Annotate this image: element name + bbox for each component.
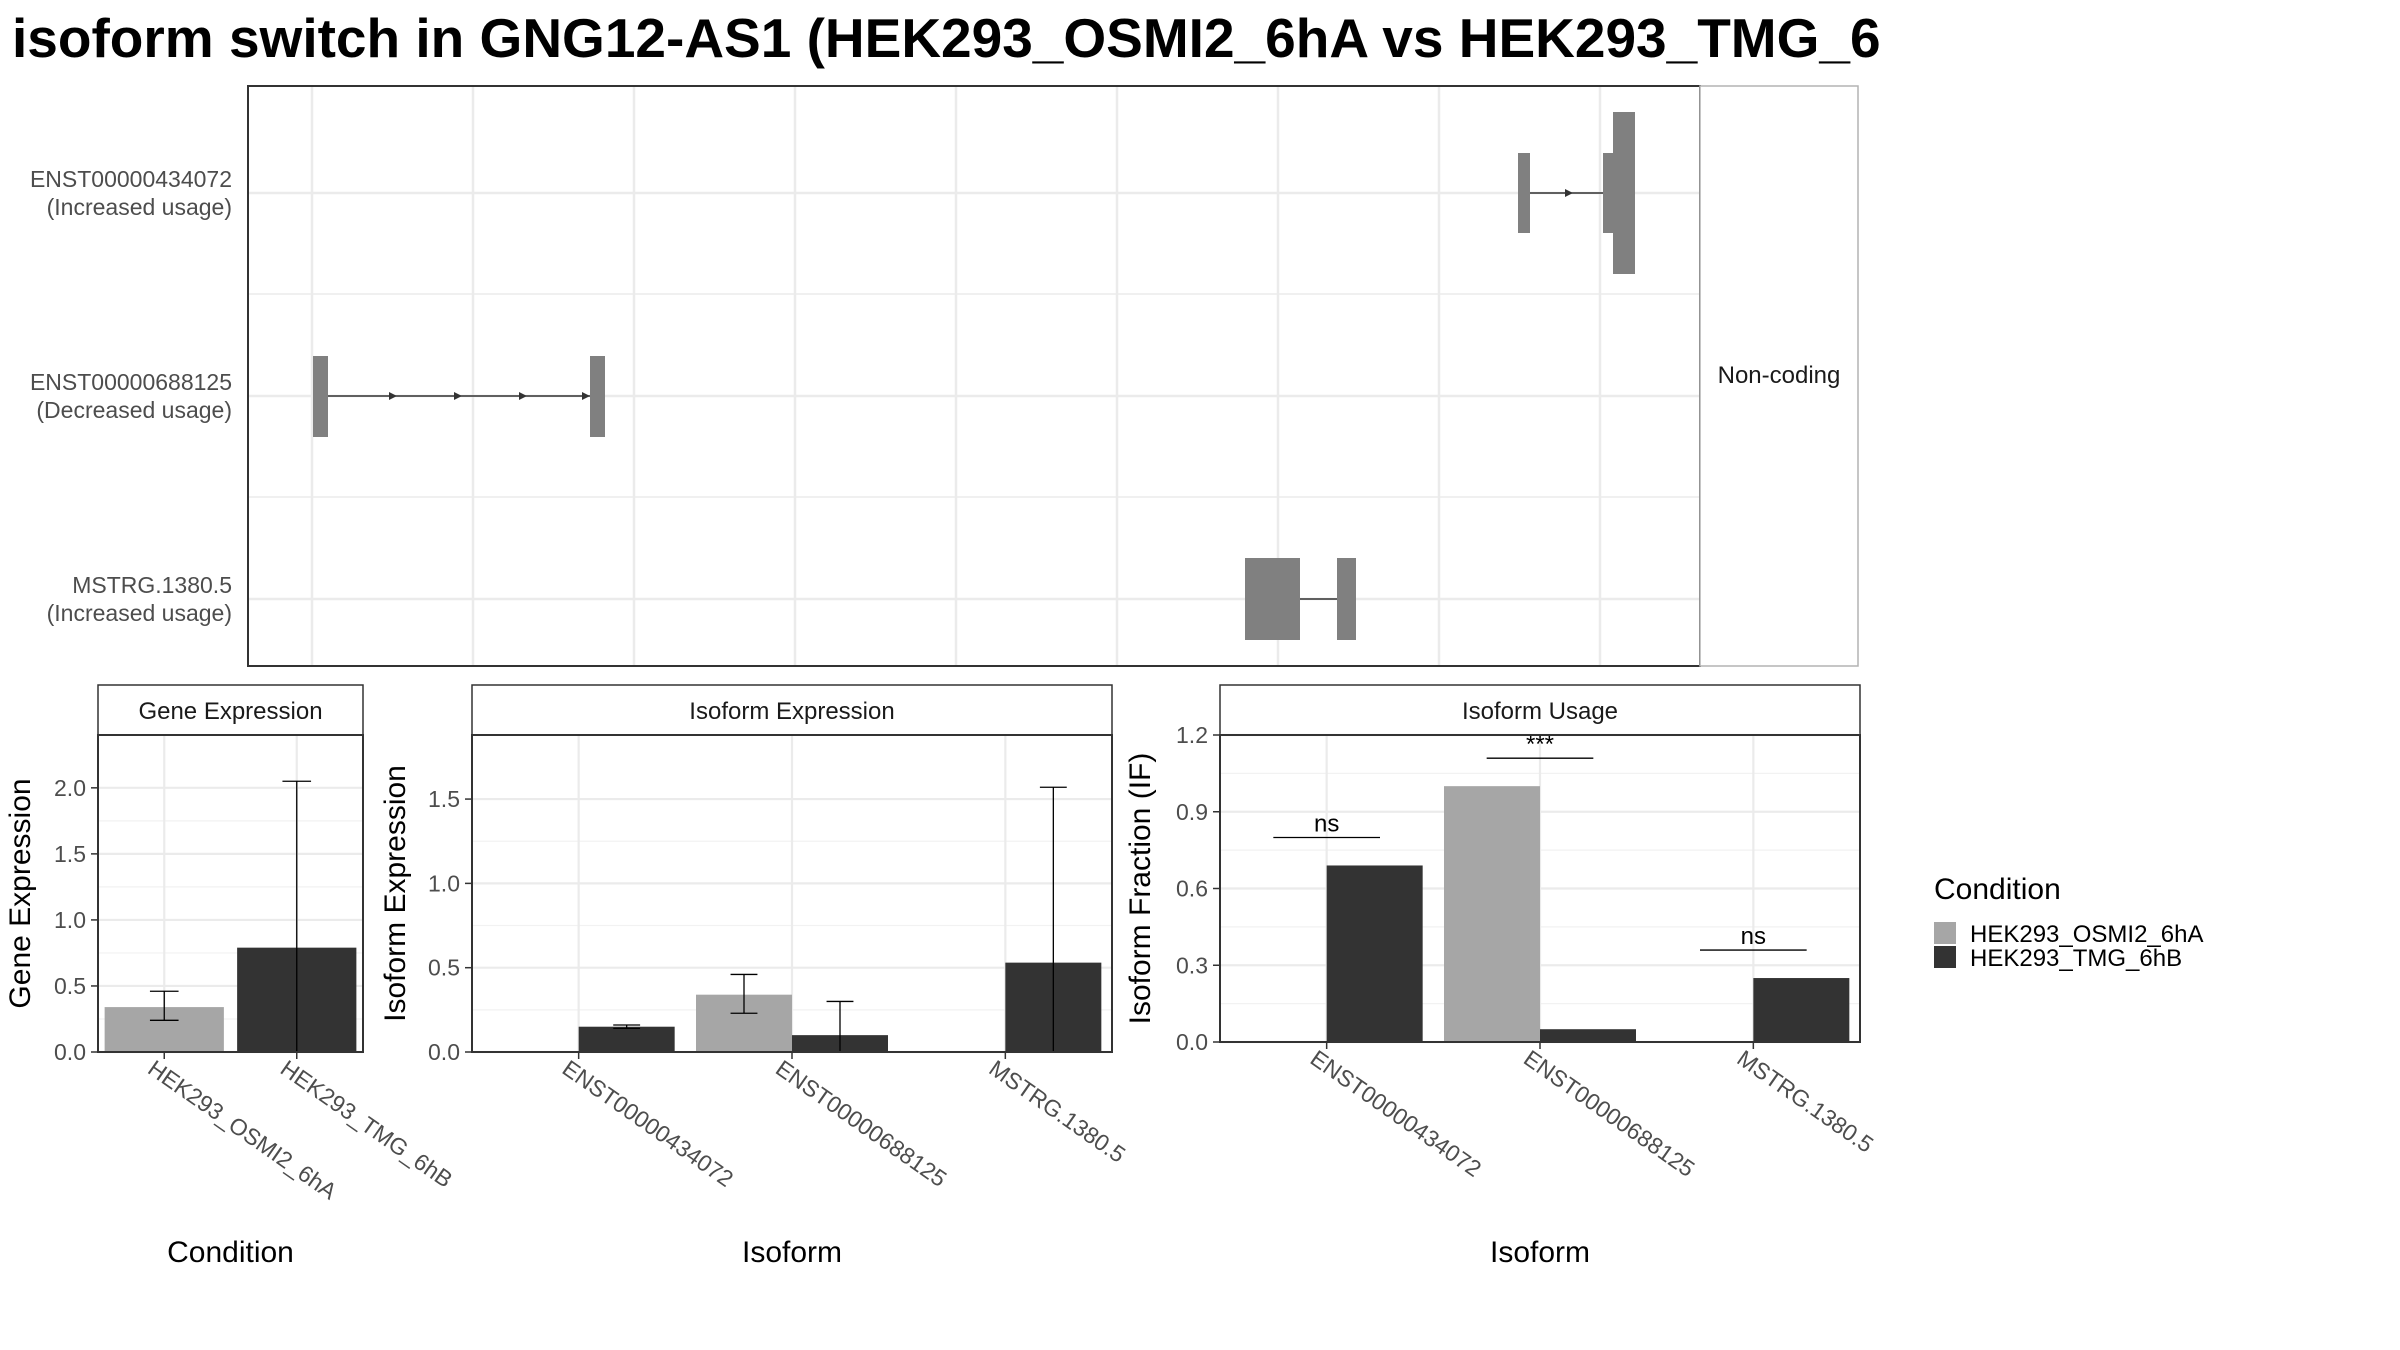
facet-strip — [1219, 684, 1861, 736]
y-tick-label: 1.5 — [428, 786, 460, 812]
y-axis-title: Isoform Fraction (IF) — [1124, 753, 1157, 1025]
condition-legend: Condition HEK293_OSMI2_6hA HEK293_TMG_6h… — [1934, 873, 2203, 972]
significance-label: ns — [1741, 923, 1766, 950]
isoform-usage-1: (Increased usage) — [47, 194, 232, 220]
structure-isoform-2 — [313, 356, 605, 437]
y-tick-label: 0.9 — [1176, 799, 1208, 825]
significance-label: ns — [1314, 810, 1339, 837]
bar — [1326, 865, 1423, 1042]
panel-title: Isoform Usage — [1462, 698, 1618, 725]
isoform-label-1: ENST00000434072 — [30, 166, 232, 192]
x-axis-title: Isoform — [1490, 1236, 1590, 1269]
isoform-label-2: ENST00000688125 — [30, 369, 232, 395]
y-tick-label: 0.5 — [428, 955, 460, 981]
legend-title: Condition — [1934, 873, 2061, 906]
panel-title: Isoform Expression — [689, 698, 894, 725]
y-tick-label: 0.0 — [1176, 1029, 1208, 1055]
legend-swatch-1 — [1934, 922, 1956, 944]
legend-label-2: HEK293_TMG_6hB — [1970, 945, 2182, 972]
legend-label-1: HEK293_OSMI2_6hA — [1970, 921, 2203, 948]
structure-isoform-1 — [1518, 112, 1635, 274]
structure-isoform-3 — [1245, 558, 1356, 640]
y-tick-label: 0.6 — [1176, 876, 1208, 902]
y-tick-label: 1.5 — [54, 841, 86, 867]
bar — [1753, 978, 1850, 1042]
facet-strip — [471, 684, 1113, 736]
structure-panel: Non-coding ENST00000434072 (Increased us… — [30, 85, 1859, 667]
y-tick-label: 2.0 — [54, 775, 86, 801]
structure-y-labels: ENST00000434072 (Increased usage) ENST00… — [30, 166, 232, 626]
bar — [1540, 1029, 1636, 1042]
isoform-usage-2: (Decreased usage) — [36, 397, 232, 423]
y-axis-title: Isoform Expression — [379, 765, 412, 1022]
y-tick-label: 1.0 — [54, 907, 86, 933]
isoform-usage-3: (Increased usage) — [47, 600, 232, 626]
plot-border — [97, 734, 364, 1053]
y-tick-label: 1.0 — [428, 870, 460, 896]
panel-title: Gene Expression — [138, 698, 322, 725]
isoform-label-3: MSTRG.1380.5 — [72, 572, 232, 598]
bar — [578, 1026, 675, 1052]
legend-swatch-2 — [1934, 946, 1956, 968]
x-axis-title: Condition — [167, 1236, 294, 1269]
y-tick-label: 1.2 — [1176, 722, 1208, 748]
y-tick-label: 0.0 — [428, 1039, 460, 1065]
figure-title: isoform switch in GNG12-AS1 (HEK293_OSMI… — [12, 7, 1881, 69]
structure-strip-label: Non-coding — [1718, 362, 1841, 389]
x-axis-title: Isoform — [742, 1236, 842, 1269]
y-tick-label: 0.3 — [1176, 952, 1208, 978]
y-axis-title: Gene Expression — [4, 778, 37, 1008]
y-tick-label: 0.5 — [54, 973, 86, 999]
bar — [1444, 786, 1540, 1042]
y-tick-label: 0.0 — [54, 1039, 86, 1065]
